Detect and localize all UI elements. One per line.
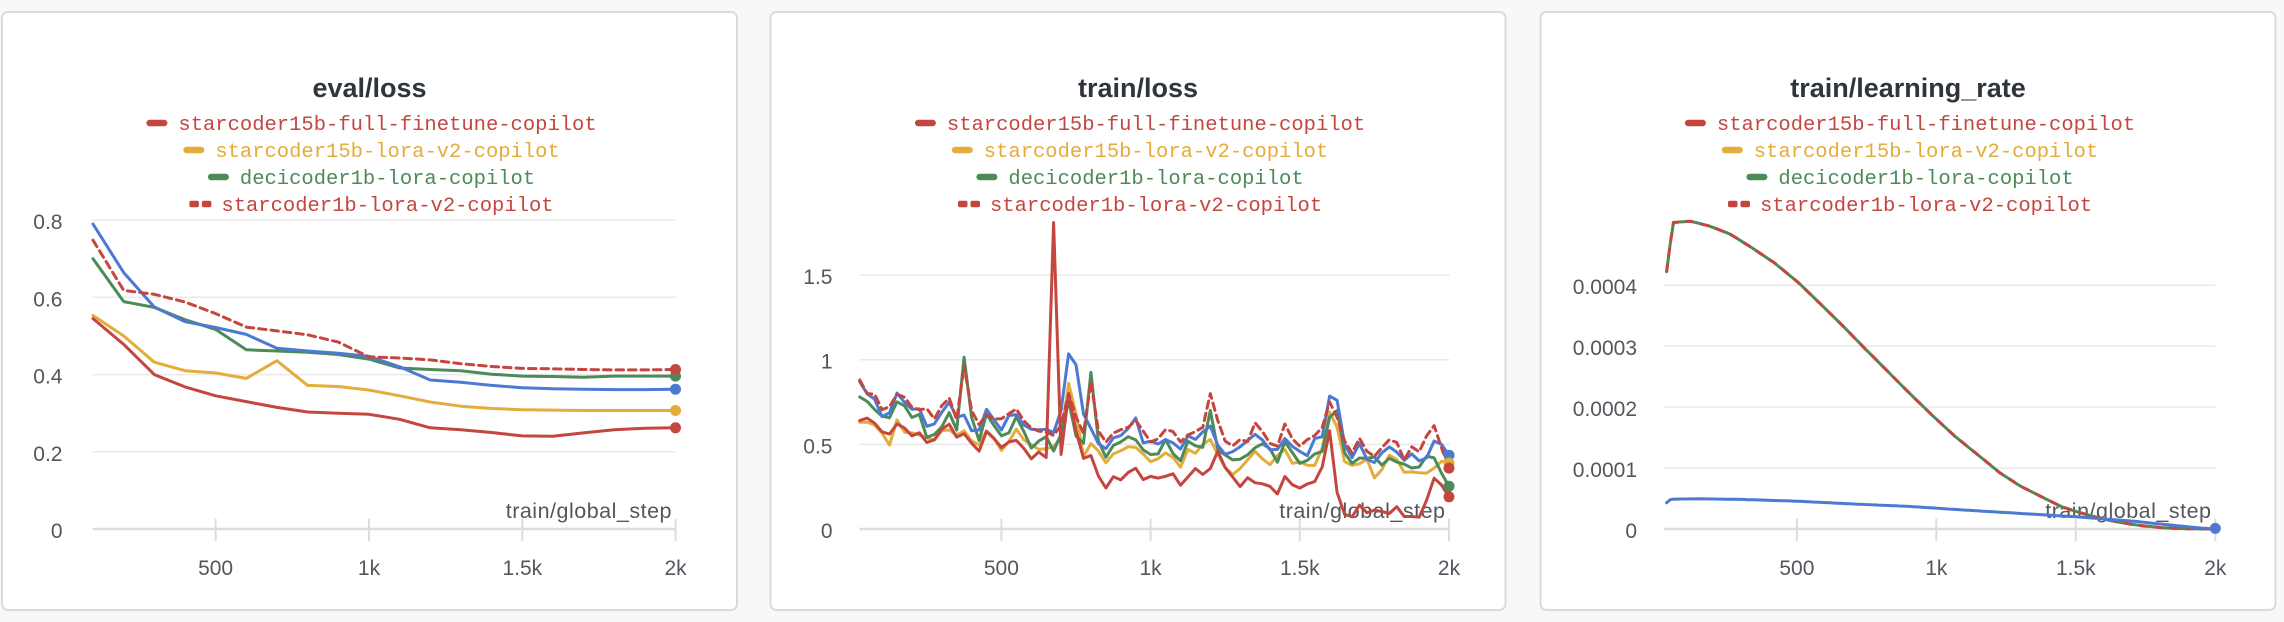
svg-text:500: 500: [198, 557, 233, 580]
svg-text:0: 0: [1625, 520, 1637, 543]
svg-text:eval/loss: eval/loss: [312, 73, 426, 103]
svg-text:starcoder1b-lora-v2-copilot: starcoder1b-lora-v2-copilot: [1760, 195, 2092, 218]
svg-text:0.4: 0.4: [33, 366, 63, 389]
svg-text:starcoder15b-full-finetune-cop: starcoder15b-full-finetune-copilot: [1717, 114, 2135, 137]
svg-text:decicoder1b-lora-copilot: decicoder1b-lora-copilot: [1778, 168, 2073, 191]
svg-text:500: 500: [984, 557, 1019, 580]
svg-text:1k: 1k: [1140, 557, 1163, 580]
svg-text:decicoder1b-lora-copilot: decicoder1b-lora-copilot: [1008, 168, 1303, 191]
svg-text:0: 0: [51, 520, 63, 543]
svg-text:0.8: 0.8: [33, 211, 62, 234]
svg-text:1.5k: 1.5k: [1280, 557, 1320, 580]
svg-text:1: 1: [821, 351, 833, 374]
svg-text:starcoder15b-lora-v2-copilot: starcoder15b-lora-v2-copilot: [1754, 141, 2098, 164]
svg-text:starcoder1b-lora-v2-copilot: starcoder1b-lora-v2-copilot: [990, 195, 1322, 218]
svg-text:starcoder1b-lora-v2-copilot: starcoder1b-lora-v2-copilot: [221, 195, 553, 218]
svg-text:starcoder15b-lora-v2-copilot: starcoder15b-lora-v2-copilot: [215, 141, 559, 164]
svg-text:0.0004: 0.0004: [1573, 276, 1638, 299]
svg-text:0: 0: [821, 520, 833, 543]
svg-text:0.0002: 0.0002: [1573, 398, 1637, 421]
svg-text:0.2: 0.2: [33, 443, 62, 466]
svg-text:1.5: 1.5: [803, 266, 832, 289]
svg-text:500: 500: [1779, 557, 1814, 580]
svg-text:train/loss: train/loss: [1078, 73, 1198, 103]
svg-text:1k: 1k: [358, 557, 381, 580]
svg-text:starcoder15b-lora-v2-copilot: starcoder15b-lora-v2-copilot: [984, 141, 1328, 164]
svg-text:train/learning_rate: train/learning_rate: [1790, 73, 2026, 103]
svg-text:0.5: 0.5: [803, 435, 832, 458]
svg-text:decicoder1b-lora-copilot: decicoder1b-lora-copilot: [240, 168, 535, 191]
svg-text:train/global_step: train/global_step: [1279, 499, 1445, 523]
svg-text:starcoder15b-full-finetune-cop: starcoder15b-full-finetune-copilot: [178, 114, 596, 137]
svg-text:1.5k: 1.5k: [2056, 557, 2096, 580]
svg-text:2k: 2k: [1438, 557, 1461, 580]
svg-text:1k: 1k: [1925, 557, 1948, 580]
svg-text:2k: 2k: [2204, 557, 2227, 580]
svg-text:0.0003: 0.0003: [1573, 337, 1637, 360]
svg-text:0.0001: 0.0001: [1573, 459, 1637, 482]
svg-text:starcoder15b-full-finetune-cop: starcoder15b-full-finetune-copilot: [947, 114, 1365, 137]
svg-text:train/global_step: train/global_step: [506, 499, 672, 523]
svg-text:2k: 2k: [665, 557, 688, 580]
svg-text:0.6: 0.6: [33, 288, 62, 311]
svg-text:1.5k: 1.5k: [502, 557, 542, 580]
